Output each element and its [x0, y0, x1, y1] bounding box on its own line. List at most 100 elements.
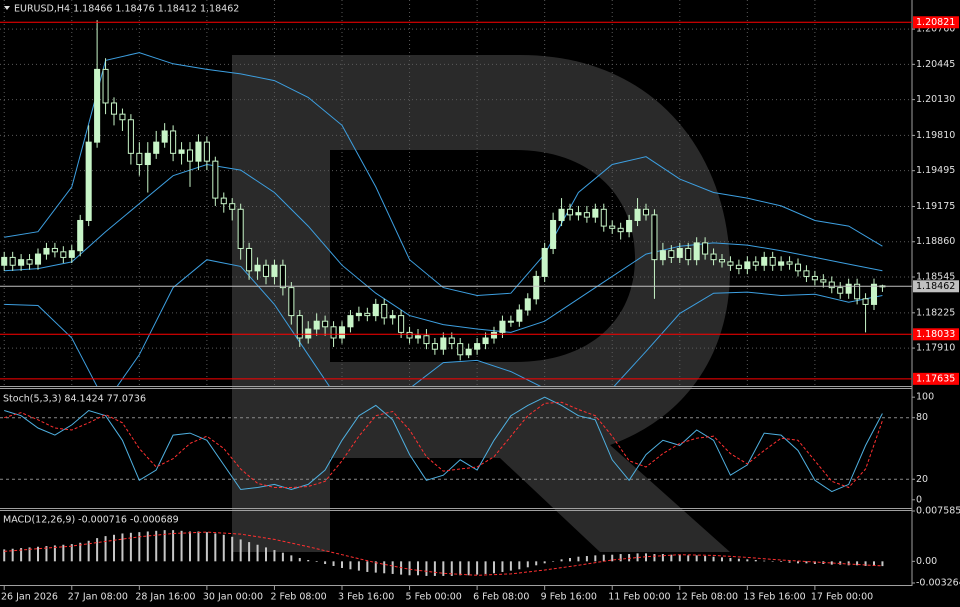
- candle-body: [1, 256, 8, 266]
- candle-body: [541, 247, 548, 277]
- macd-bar: [408, 561, 411, 576]
- candle-body: [127, 119, 134, 154]
- macd-bar: [611, 554, 614, 562]
- candle-body: [828, 281, 835, 289]
- candle-body: [102, 68, 109, 104]
- candle-body: [296, 315, 303, 339]
- candle-body: [854, 283, 861, 300]
- candle-body: [710, 253, 717, 261]
- macd-bar: [839, 561, 842, 565]
- macd-bar: [290, 555, 293, 562]
- macd-bar: [569, 558, 571, 562]
- macd-bar: [281, 552, 284, 562]
- macd-bar: [20, 548, 23, 562]
- macd-bar: [771, 561, 774, 562]
- macd-bar: [248, 542, 251, 562]
- candle-body: [212, 160, 219, 199]
- macd-bar: [881, 561, 884, 567]
- macd-bar: [602, 554, 605, 562]
- candle-body: [161, 130, 168, 143]
- candle-body: [51, 247, 58, 253]
- macd-bar: [324, 561, 327, 564]
- x-tick-label: 2 Feb 08:00: [270, 592, 326, 603]
- y-tick-label: 1.20760: [916, 24, 955, 35]
- candle-body: [566, 208, 574, 216]
- candle-body: [474, 343, 481, 350]
- macd-bar: [79, 542, 82, 562]
- candle-body: [322, 320, 329, 328]
- candle-body: [837, 287, 844, 294]
- macd-bar: [391, 561, 394, 574]
- candle-body: [313, 320, 320, 330]
- macd-bar: [53, 545, 56, 562]
- macd-bar: [695, 555, 698, 562]
- macd-bar: [813, 561, 816, 564]
- macd-bar: [619, 554, 622, 562]
- macd-bar: [737, 558, 740, 562]
- macd-bar: [28, 547, 31, 562]
- y-tick-label: 0.007585: [916, 506, 960, 517]
- candle-body: [524, 298, 531, 311]
- macd-bar: [518, 561, 521, 570]
- candle-body: [347, 315, 354, 328]
- x-tick-label: 17 Feb 00:00: [811, 592, 873, 603]
- macd-bar: [374, 561, 377, 573]
- level-label: 1.20821: [916, 17, 955, 28]
- candle-body: [170, 130, 177, 154]
- macd-bar: [11, 548, 14, 562]
- macd-signal: [4, 531, 883, 576]
- candle-body: [389, 315, 396, 319]
- candle-body: [702, 242, 709, 255]
- macd-bar: [594, 555, 597, 562]
- bollinger-middle: [4, 163, 883, 333]
- macd-bar: [172, 530, 175, 562]
- macd-bar: [653, 554, 656, 562]
- macd-bar: [484, 561, 487, 574]
- candle-body: [246, 247, 253, 272]
- macd-bar: [239, 539, 242, 562]
- macd-bar: [763, 560, 766, 562]
- x-tick-label: 30 Jan 00:00: [203, 592, 263, 603]
- y-tick-label: 1.20445: [916, 59, 955, 70]
- candle-body: [558, 208, 565, 221]
- macd-bar: [526, 561, 529, 568]
- candle-body: [60, 251, 67, 258]
- candle-body: [744, 261, 751, 270]
- candle-body: [406, 331, 413, 339]
- candle-body: [381, 303, 388, 319]
- candle-body: [229, 203, 236, 210]
- candle-body: [778, 261, 785, 266]
- macd-bar: [163, 530, 166, 562]
- macd-title: MACD(12,26,9) -0.000716 -0.000689: [3, 515, 179, 526]
- macd-bar: [37, 546, 39, 562]
- macd-bar: [121, 533, 124, 562]
- candle-body: [862, 298, 869, 305]
- macd-bar: [645, 553, 647, 562]
- y-tick-label: 80: [916, 412, 928, 423]
- candle-body: [338, 326, 346, 339]
- x-tick-label: 11 Feb 00:00: [608, 592, 670, 603]
- x-tick-label: 26 Jan 2026: [1, 592, 58, 603]
- macd-bar: [552, 561, 555, 562]
- candle-body: [34, 253, 42, 265]
- macd-bar: [459, 561, 462, 576]
- candle-body: [18, 259, 25, 266]
- macd-bar: [577, 556, 580, 562]
- stoch-line: [4, 401, 883, 489]
- x-tick-label: 9 Feb 16:00: [541, 592, 597, 603]
- chart-title: EURUSD,H4 1.18466 1.18476 1.18412 1.1846…: [14, 4, 239, 15]
- candle-body: [820, 279, 827, 283]
- macd-bar: [687, 555, 690, 562]
- candle-body: [262, 264, 270, 277]
- candle-body: [761, 256, 768, 266]
- y-tick-label: -0.003264: [916, 578, 960, 589]
- candle-body: [423, 335, 430, 345]
- candle-body: [305, 328, 312, 339]
- macd-bar: [670, 554, 673, 562]
- plot-area: [0, 396, 912, 493]
- macd-bar: [721, 557, 723, 562]
- candle-body: [203, 141, 210, 162]
- candle-body: [727, 261, 734, 266]
- candle-body: [186, 149, 194, 162]
- candle-body: [355, 312, 362, 317]
